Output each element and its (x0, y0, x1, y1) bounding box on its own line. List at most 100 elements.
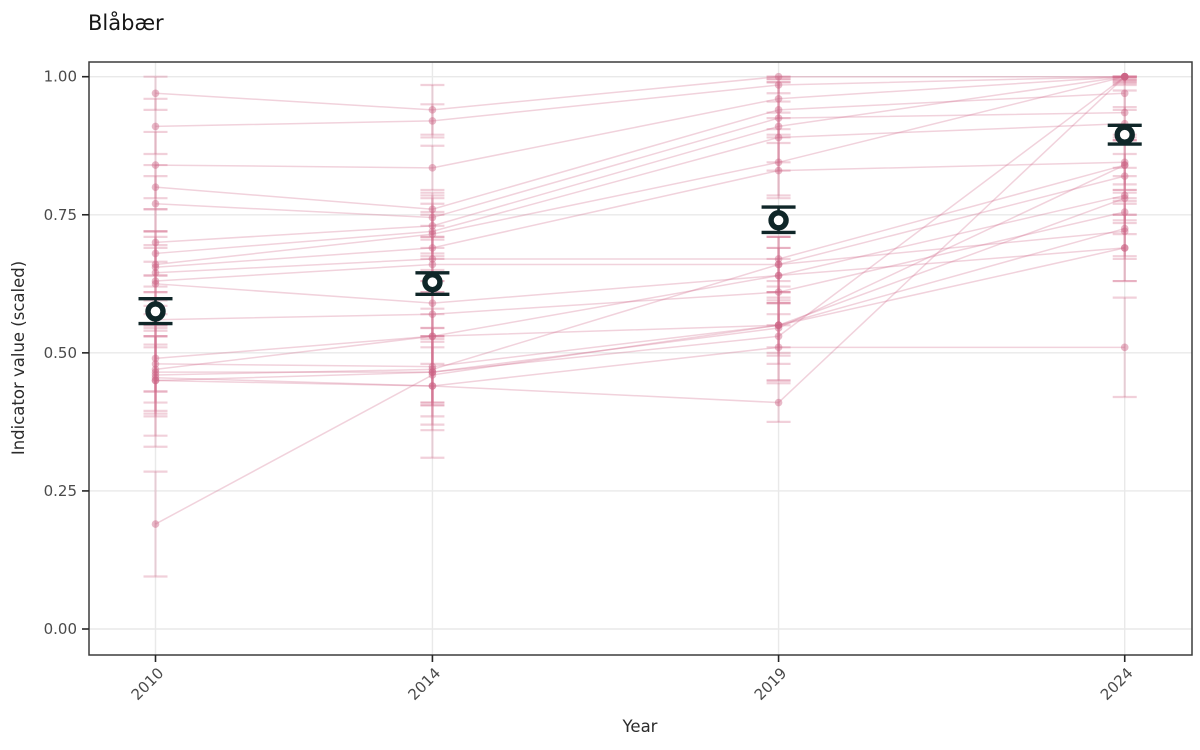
site-trajectory-line (155, 75, 1125, 169)
site-trajectory-line (155, 76, 1126, 373)
site-point (151, 280, 160, 288)
site-point (428, 244, 437, 252)
site-point (151, 354, 160, 363)
site-point (1120, 172, 1129, 180)
site-trajectory-line (155, 227, 1125, 360)
site-trajectory-line (155, 194, 1125, 304)
site-point (774, 332, 783, 341)
site-point (428, 260, 437, 269)
site-point (151, 268, 160, 277)
x-tick-label: 2014 (405, 664, 445, 704)
site-point (151, 122, 160, 131)
site-trajectory-line (155, 122, 1125, 255)
y-tick-label: 0.50 (44, 344, 77, 362)
y-tick-label: 0.75 (44, 206, 77, 224)
site-point (428, 117, 437, 125)
site-point (428, 230, 437, 238)
y-axis-title: Indicator value (scaled) (9, 261, 28, 455)
site-point (428, 299, 437, 307)
site-trajectory-line (155, 247, 1125, 371)
site-trajectory-line (155, 75, 1125, 111)
site-point (1120, 158, 1129, 167)
site-point (428, 332, 437, 341)
plot-panel: 0.00 0.25 0.50 0.75 1.00 2010 2014 2019 2024 (44, 61, 1193, 704)
site-point (774, 321, 783, 330)
y-tick-label: 1.00 (44, 68, 77, 86)
site-point (1120, 244, 1129, 252)
site-point (428, 205, 437, 214)
site-point (151, 371, 160, 379)
mean-point (145, 301, 166, 322)
site-trajectory-line (155, 75, 1125, 266)
site-point (428, 362, 437, 371)
site-point (1120, 343, 1129, 352)
site-point (1120, 244, 1129, 252)
site-point (1120, 72, 1129, 81)
site-point (774, 94, 783, 103)
site-point (774, 122, 783, 131)
site-point (151, 249, 160, 258)
site-point (774, 106, 783, 114)
site-point (774, 72, 783, 81)
site-point (1120, 89, 1129, 98)
site-point (774, 343, 783, 352)
site-trajectory-line (155, 76, 1126, 404)
site-trajectory-line (155, 111, 1125, 219)
site-point (774, 81, 783, 89)
site-point (151, 263, 160, 272)
site-point (151, 260, 160, 269)
site-point (428, 382, 437, 390)
site-point (151, 376, 160, 385)
site-point (1120, 72, 1129, 81)
site-point (774, 260, 783, 269)
mean-point (422, 271, 443, 293)
site-trajectory-line (155, 175, 1125, 282)
site-point (774, 271, 783, 280)
site-trajectory-line (155, 211, 1125, 321)
panel-background (89, 62, 1192, 655)
site-point (1120, 72, 1129, 81)
mean-point (1114, 124, 1135, 145)
site-point (1120, 194, 1129, 203)
site-point (151, 199, 160, 208)
site-point (151, 376, 160, 385)
site-point (1120, 108, 1129, 117)
site-point (1120, 72, 1129, 81)
page-title: Blåbær (88, 10, 164, 35)
site-point (1120, 72, 1129, 81)
site-trajectory-line (155, 346, 1125, 387)
panel-border (88, 61, 1193, 656)
site-trajectory-line (155, 75, 1125, 244)
site-point (1120, 72, 1129, 81)
site-point (151, 238, 160, 247)
site-point (1120, 224, 1129, 233)
site-point (1120, 72, 1129, 81)
y-tick-label: 0.00 (44, 620, 77, 638)
site-trajectory-line (155, 164, 1125, 274)
site-point (151, 365, 160, 374)
site-point (151, 277, 160, 285)
site-point (774, 158, 783, 167)
site-trajectory-line (155, 247, 1125, 368)
site-point (1120, 227, 1129, 236)
site-point (774, 321, 783, 330)
site-point (428, 106, 437, 114)
x-tick-label: 2024 (1097, 664, 1137, 704)
site-point (1120, 161, 1129, 169)
site-point (151, 368, 160, 376)
site-point (774, 398, 783, 407)
site-trajectory-line (155, 92, 1125, 211)
site-point (1120, 161, 1129, 169)
site-point (151, 161, 160, 169)
site-point (428, 227, 437, 236)
site-point (151, 360, 160, 368)
site-point (774, 166, 783, 175)
site-point (1120, 208, 1129, 216)
site-point (428, 368, 437, 376)
site-point (151, 183, 160, 191)
site-point (774, 114, 783, 122)
site-trajectory-line (155, 75, 1125, 128)
site-point (151, 89, 160, 98)
